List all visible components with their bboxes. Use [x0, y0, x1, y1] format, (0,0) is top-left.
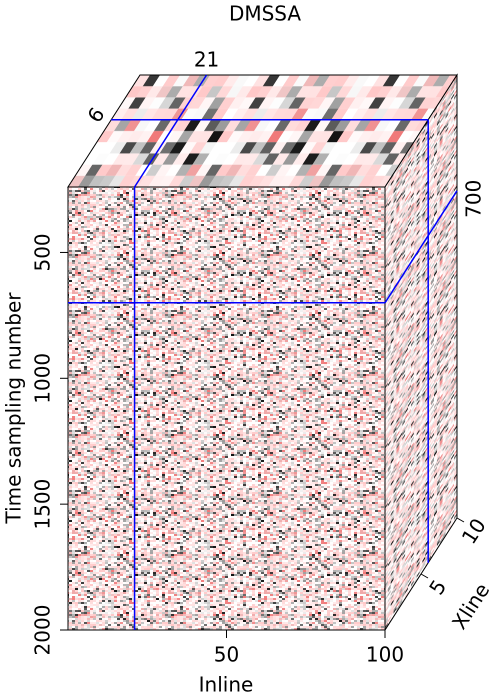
x-tick-label: 50 — [214, 643, 239, 667]
x-tick-label: 100 — [366, 643, 404, 667]
z-axis-label: Xline — [447, 579, 493, 634]
slice-line — [133, 74, 208, 188]
y-tick-label: 500 — [31, 233, 55, 271]
z-tick-label: 10 — [457, 514, 491, 548]
slice-label: 6 — [82, 103, 109, 127]
x-axis-label: Inline — [199, 673, 254, 697]
slice-label: 700 — [462, 180, 486, 218]
slice-line — [384, 190, 458, 304]
front-face — [67, 186, 386, 631]
y-axis-label: Time sampling number — [2, 292, 26, 525]
y-tick-label: 1500 — [31, 479, 55, 530]
z-tick-label: 5 — [424, 575, 451, 599]
chart-title: DMSSA — [229, 2, 301, 26]
y-tick-label: 1000 — [31, 353, 55, 404]
slice-label: 21 — [194, 48, 219, 72]
z-tick — [420, 573, 429, 579]
cube — [68, 75, 457, 630]
z-tick — [456, 517, 465, 523]
y-tick-label: 2000 — [31, 605, 55, 656]
